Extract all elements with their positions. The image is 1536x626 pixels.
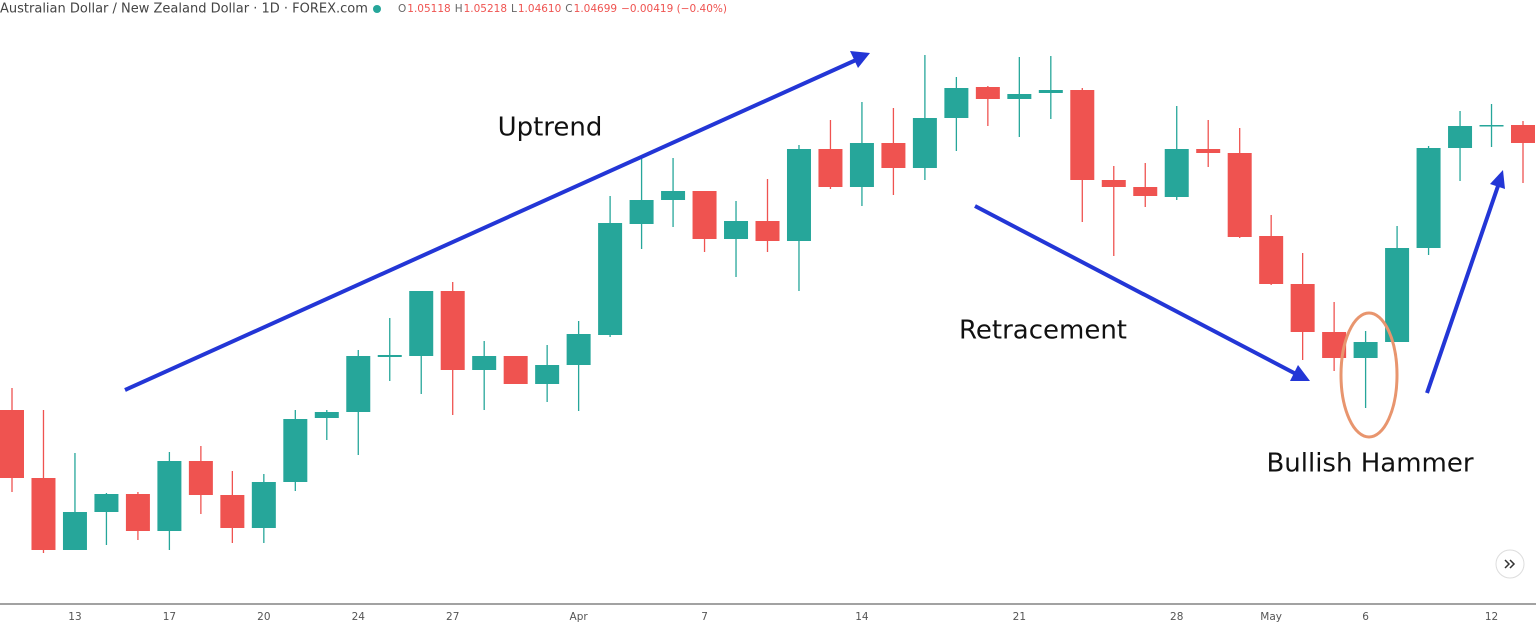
x-tick-label: 12 [1485,611,1498,623]
ohlc-value: 1.05118 [407,3,450,15]
x-tick-label: May [1260,611,1282,623]
candle-body [1448,126,1473,148]
x-tick-label: 13 [68,611,81,623]
candle-body [125,494,150,531]
arrow-head [1290,365,1310,381]
arrow-head [850,51,870,68]
scroll-icon [1504,559,1516,569]
x-tick-label: 27 [446,611,459,623]
ohlc-change: −0.00419 (−0.40%) [621,3,727,15]
candle-body [472,356,497,370]
ohlc-label: O [398,3,406,15]
candle-body [1290,284,1315,332]
candle-body [0,410,24,478]
candle-body [157,461,182,531]
candle-body [692,191,717,239]
x-tick-label: 21 [1013,611,1026,623]
annotation: Retracement [959,316,1127,346]
ohlc-header: O 1.05118 H 1.05218 L 1.04610 C 1.04699 −0.00419… [398,3,727,15]
uptrend-arrow [124,58,857,392]
ohlc-value: 1.04610 [518,3,561,15]
candle-body [1070,90,1095,180]
candle-body [188,461,213,495]
x-tick-label: 6 [1362,611,1369,623]
candle-body [535,365,560,384]
chart-title: Australian Dollar / New Zealand Dollar ·… [0,2,368,17]
candle-body [1101,180,1126,187]
candle-body [1196,149,1221,153]
x-tick-label: 7 [701,611,708,623]
candle-body [1133,187,1158,196]
candle-body [31,478,56,550]
ohlc-value: 1.04699 [574,3,617,15]
candle-body [346,356,371,412]
candle-body [1164,149,1189,197]
candle-body [1385,248,1410,342]
candle-body [377,355,402,357]
candle-body [598,223,623,335]
x-tick-label: 28 [1170,611,1183,623]
x-tick-label: 14 [855,611,869,623]
candle-body [314,412,339,418]
candle-body [912,118,937,168]
candle-body [1353,342,1378,358]
retracement-arrow [974,204,1297,376]
ohlc-label: C [565,3,572,15]
candle-body [566,334,591,365]
annotation: Uptrend [498,113,603,143]
candle-body [283,419,308,482]
candle-body [786,149,811,241]
candle-body [755,221,780,241]
candle-body [1416,148,1441,248]
ohlc-value: 1.05218 [464,3,507,15]
candle-body [409,291,434,356]
reversal-arrow [1425,185,1500,394]
candle-body [503,356,528,384]
x-tick-label: Apr [570,611,589,623]
candle-body [220,495,245,528]
candle-body [1479,125,1504,127]
candle-body [944,88,969,118]
candle-body [251,482,276,528]
x-tick-label: 17 [163,611,176,623]
ohlc-label: H [455,3,463,15]
candle-body [881,143,906,168]
hammer-highlight [1339,311,1399,439]
candle-body [94,494,119,512]
candle-body [1007,94,1032,99]
candle-body [440,291,465,370]
candle-body [818,149,843,187]
candle-body [849,143,874,187]
candle-body [62,512,87,550]
candle-body [1038,90,1063,93]
annotation: Bullish Hammer [1266,449,1473,479]
candles [0,55,1535,553]
ohlc-label: L [511,3,517,15]
arrow-head [1490,170,1505,189]
candle-body [724,221,749,239]
status-dot [373,5,381,13]
candle-body [1259,236,1284,284]
candle-body [661,191,686,200]
candle-body [1511,125,1535,143]
candle-body [629,200,654,224]
arrows [124,51,1505,394]
candle-body [1227,153,1252,237]
x-tick-label: 24 [352,611,366,623]
candle-body [975,87,1000,99]
x-tick-label: 20 [257,611,270,623]
